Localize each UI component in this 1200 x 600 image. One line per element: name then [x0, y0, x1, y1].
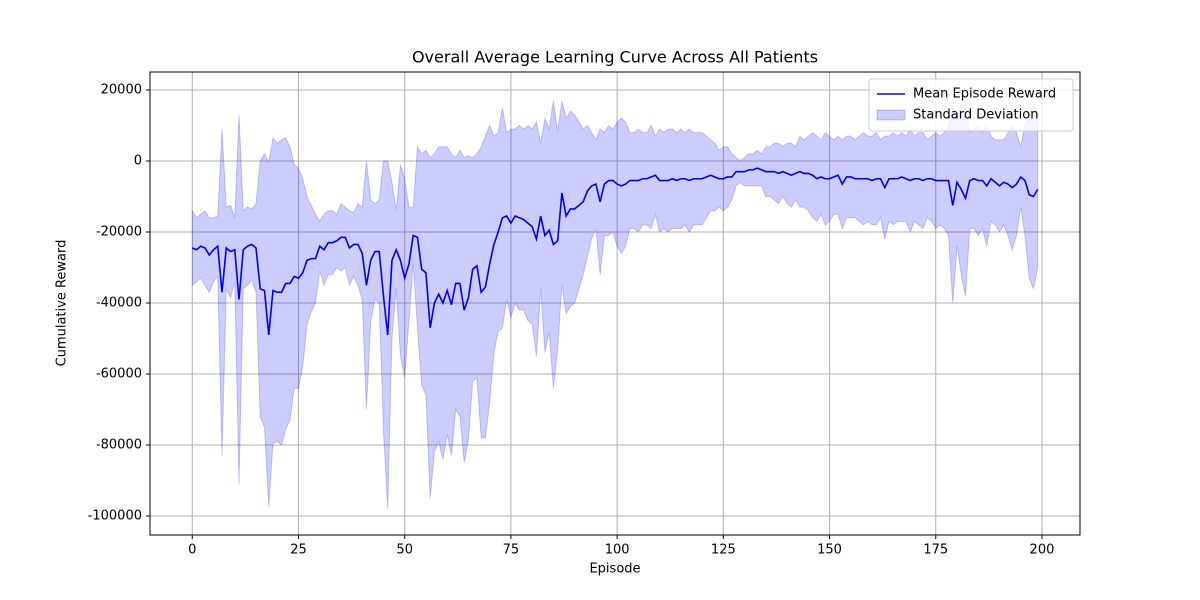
y-tick-label: 0: [134, 154, 142, 169]
legend-box: [868, 78, 1074, 132]
x-tick-label: 75: [503, 543, 520, 558]
x-tick-label: 0: [188, 543, 196, 558]
legend-label: Standard Deviation: [913, 108, 1038, 123]
chart-title: Overall Average Learning Curve Across Al…: [412, 48, 818, 67]
plot-frame: [149, 71, 1081, 536]
std-band: [191, 99, 1039, 509]
y-tick-label: -20000: [96, 225, 142, 240]
x-tick-label: 175: [923, 543, 948, 558]
grid: [150, 72, 1080, 535]
mean-line: [191, 167, 1039, 336]
x-axis-label: Episode: [589, 562, 640, 577]
x-tick-label: 25: [290, 543, 307, 558]
x-tick-label: 50: [396, 543, 413, 558]
y-tick-label: -100000: [88, 509, 142, 524]
y-tick-label: -60000: [96, 367, 142, 382]
x-tick-label: 125: [711, 543, 736, 558]
x-tick-label: 150: [817, 543, 842, 558]
y-tick-label: -80000: [96, 438, 142, 453]
legend-swatch: [876, 109, 906, 121]
y-axis-label: Cumulative Reward: [55, 240, 70, 367]
legend-label: Mean Episode Reward: [913, 87, 1056, 102]
x-tick-label: 200: [1030, 543, 1055, 558]
y-tick-label: -40000: [96, 296, 142, 311]
x-tick-label: 100: [605, 543, 630, 558]
y-tick-label: 20000: [101, 82, 142, 97]
